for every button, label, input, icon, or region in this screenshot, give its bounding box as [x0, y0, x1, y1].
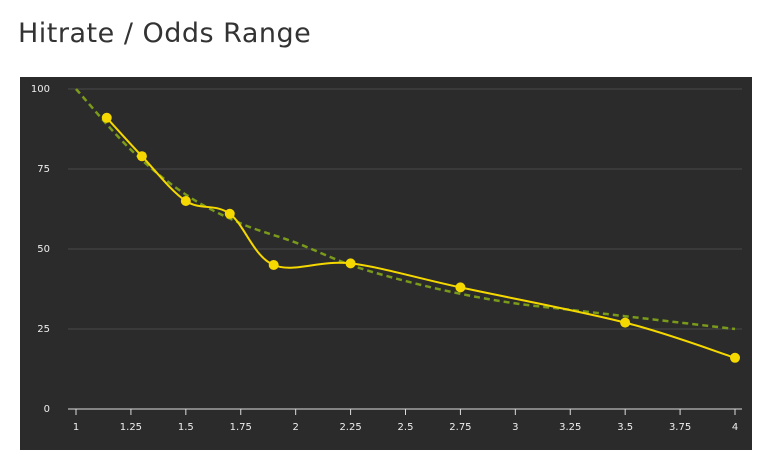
point	[730, 352, 740, 363]
x-tick-label: 2.25	[339, 422, 361, 433]
x-tick-label: 3.5	[617, 422, 633, 433]
x-tick-label: 4	[732, 422, 738, 433]
x-tick-label: 1.75	[230, 422, 252, 433]
x-tick-label: 3	[512, 422, 518, 433]
line	[75, 88, 736, 331]
x-tick-label: 1.5	[178, 422, 194, 433]
point	[345, 258, 356, 269]
point	[455, 282, 466, 293]
point	[101, 112, 112, 123]
line	[106, 117, 736, 359]
point	[224, 208, 235, 219]
x-tick-label: 1	[73, 422, 79, 433]
y-tick-label: 25	[37, 324, 50, 335]
point	[268, 260, 279, 270]
y-tick-label: 100	[31, 84, 50, 95]
point	[620, 317, 631, 328]
point	[136, 151, 147, 162]
y-tick-label: 50	[37, 244, 50, 255]
x-tick-label: 3.75	[669, 422, 691, 433]
y-tick-label: 0	[44, 404, 50, 415]
x-tick-label: 1.25	[120, 422, 142, 433]
plot-background	[20, 77, 752, 450]
point	[180, 196, 191, 206]
y-tick-label: 75	[37, 164, 50, 175]
x-tick-label: 2.75	[449, 422, 471, 433]
x-tick-label: 3.25	[559, 422, 581, 433]
x-tick-label: 2	[292, 422, 298, 433]
chart-title: Hitrate / Odds Range	[18, 18, 312, 49]
x-tick-label: 2.5	[398, 422, 414, 433]
